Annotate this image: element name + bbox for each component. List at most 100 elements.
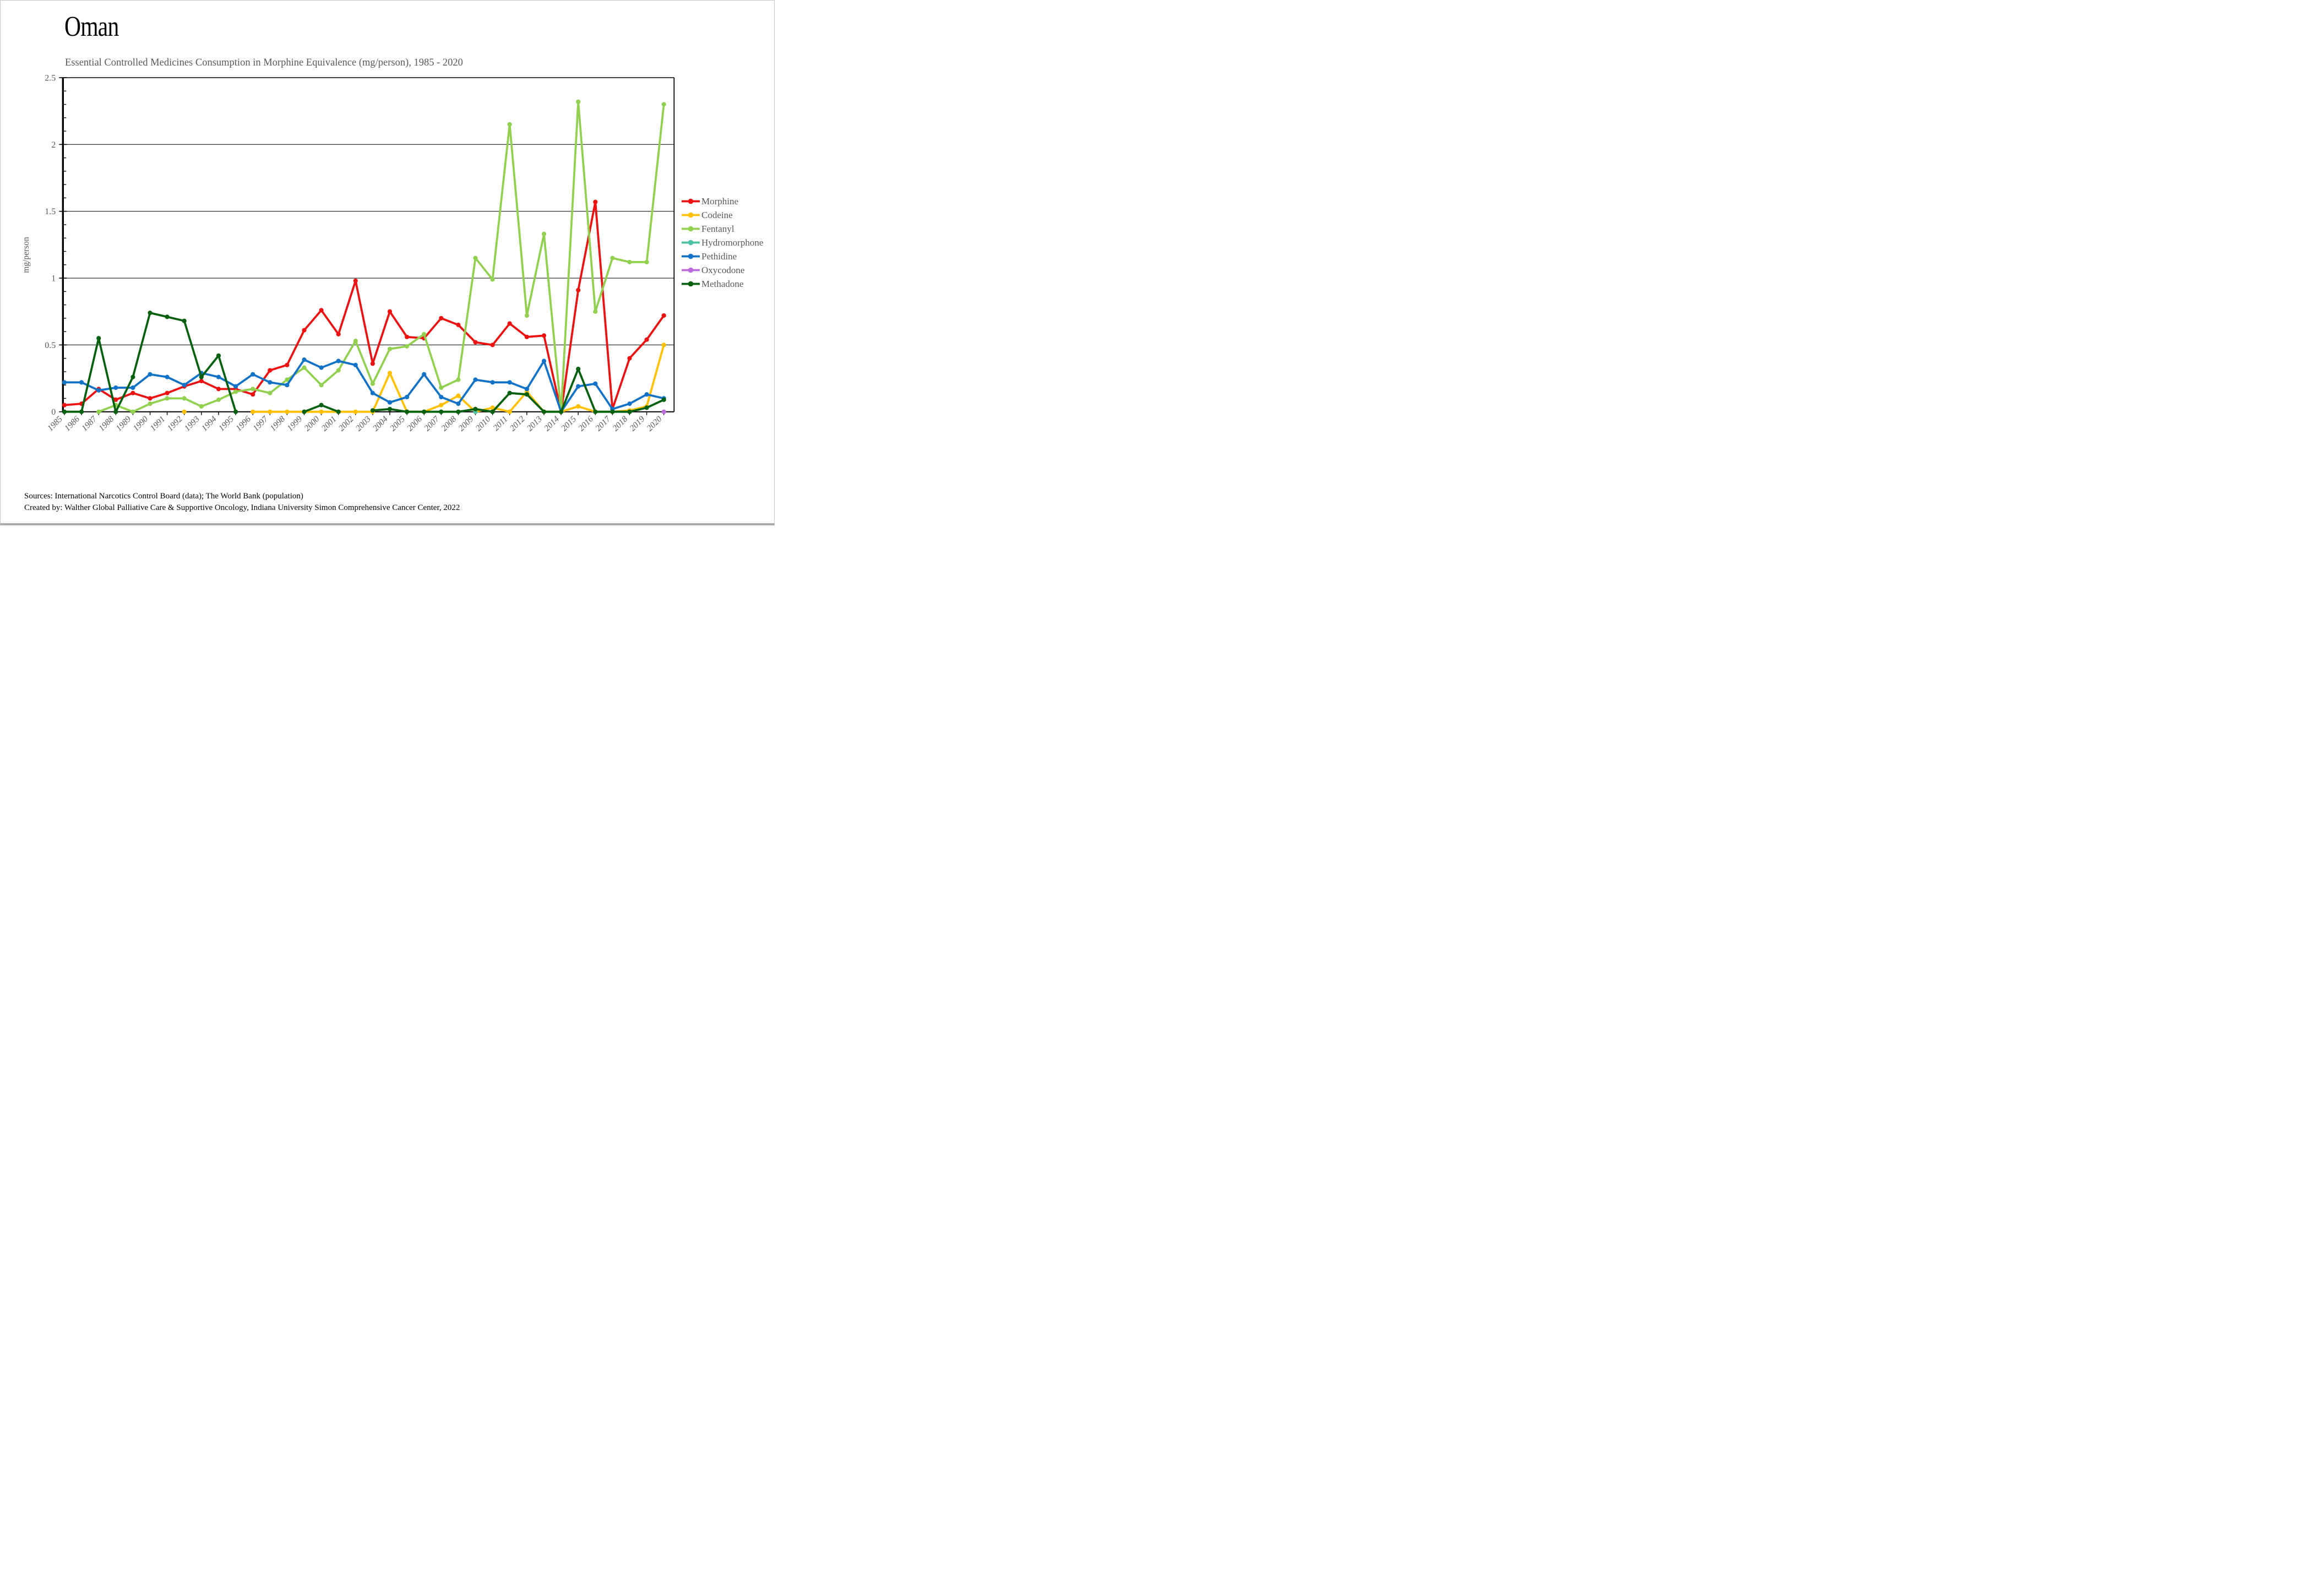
point-morphine-1998 xyxy=(285,362,290,367)
legend-item-morphine: Morphine xyxy=(682,196,738,207)
point-methadone-1994 xyxy=(216,353,221,358)
point-methadone-1992 xyxy=(182,318,187,323)
series-fentanyl xyxy=(96,99,666,414)
point-morphine-2000 xyxy=(319,308,324,313)
point-methadone-2008 xyxy=(456,409,461,414)
legend-item-pethidine: Pethidine xyxy=(682,251,737,262)
point-methadone-1991 xyxy=(165,314,170,319)
legend-label-methadone: Methadone xyxy=(701,279,743,289)
legend-marker-codeine xyxy=(688,212,694,218)
point-codeine-2015 xyxy=(576,404,581,409)
point-fentanyl-2002 xyxy=(353,339,358,344)
point-pethidine-2003 xyxy=(370,390,375,395)
point-codeine-2007 xyxy=(439,403,444,408)
point-morphine-2004 xyxy=(387,309,393,314)
x-axis-label-2015: 2015 xyxy=(559,414,578,433)
legend-label-fentanyl: Fentanyl xyxy=(701,224,734,234)
point-pethidine-2007 xyxy=(439,394,444,400)
point-methadone-2000 xyxy=(319,403,324,408)
x-axis-label-1997: 1997 xyxy=(251,414,270,433)
x-axis-label-1993: 1993 xyxy=(183,414,202,433)
point-morphine-2016 xyxy=(593,199,598,204)
point-codeine-2011 xyxy=(507,409,512,414)
x-axis-label-2008: 2008 xyxy=(439,414,458,433)
point-pethidine-1998 xyxy=(285,383,290,388)
point-methadone-2014 xyxy=(559,409,564,414)
point-methadone-2019 xyxy=(644,405,649,410)
x-axis-label-2001: 2001 xyxy=(320,415,339,433)
series-morphine-line xyxy=(63,200,665,413)
legend-item-methadone: Methadone xyxy=(682,279,743,289)
legend-marker-methadone xyxy=(688,281,694,287)
point-fentanyl-2011 xyxy=(507,122,512,127)
point-fentanyl-2012 xyxy=(524,313,530,318)
chart-window: Oman Essential Controlled Medicines Cons… xyxy=(0,0,775,525)
point-codeine-2004 xyxy=(387,371,393,376)
legend-item-fentanyl: Fentanyl xyxy=(682,224,734,234)
x-axis-label-1987: 1987 xyxy=(80,414,99,433)
point-pethidine-1986 xyxy=(79,380,84,385)
point-pethidine-2015 xyxy=(576,384,581,389)
point-fentanyl-2005 xyxy=(405,344,410,349)
point-pethidine-2019 xyxy=(644,392,649,397)
point-pethidine-2006 xyxy=(422,372,427,377)
chart-subtitle: Essential Controlled Medicines Consumpti… xyxy=(65,57,463,68)
point-morphine-1988 xyxy=(113,397,118,403)
series-oxycodone xyxy=(661,409,666,414)
point-methadone-1987 xyxy=(96,336,101,341)
point-pethidine-2013 xyxy=(541,359,547,363)
point-fentanyl-1993 xyxy=(199,404,204,409)
point-fentanyl-2001 xyxy=(336,368,341,373)
x-axis-label-1988: 1988 xyxy=(97,414,116,433)
x-axis-label-2019: 2019 xyxy=(628,414,646,433)
x-axis-label-2016: 2016 xyxy=(576,414,595,433)
point-morphine-1994 xyxy=(216,387,221,392)
point-fentanyl-2003 xyxy=(370,381,375,386)
point-fentanyl-1990 xyxy=(148,401,153,406)
point-fentanyl-1991 xyxy=(165,396,170,401)
point-pethidine-2005 xyxy=(405,394,410,400)
x-axis-label-1992: 1992 xyxy=(166,414,184,433)
point-fentanyl-1995 xyxy=(233,389,238,394)
point-fentanyl-1996 xyxy=(251,387,255,392)
legend-item-hydromorphone: Hydromorphone xyxy=(682,237,763,248)
point-morphine-1990 xyxy=(148,396,153,401)
x-axis-label-1990: 1990 xyxy=(131,414,150,433)
point-methadone-2006 xyxy=(422,409,427,414)
point-methadone-2015 xyxy=(576,366,581,372)
point-morphine-2009 xyxy=(473,340,478,345)
x-axis-label-1989: 1989 xyxy=(114,414,133,433)
point-codeine-1996 xyxy=(251,409,255,414)
point-methadone-2020 xyxy=(661,397,666,403)
point-morphine-1991 xyxy=(165,390,170,395)
point-fentanyl-2008 xyxy=(456,377,461,382)
point-pethidine-2010 xyxy=(490,380,495,385)
point-fentanyl-2004 xyxy=(387,346,393,351)
point-morphine-2008 xyxy=(456,322,461,328)
y-axis-title: mg/person xyxy=(21,237,31,273)
point-morphine-2020 xyxy=(661,313,666,318)
point-pethidine-1995 xyxy=(233,384,238,389)
point-fentanyl-1989 xyxy=(130,409,135,414)
point-pethidine-1991 xyxy=(165,374,170,379)
legend-marker-pethidine xyxy=(688,253,694,259)
point-fentanyl-2007 xyxy=(439,385,444,390)
legend-marker-oxycodone xyxy=(688,267,694,273)
point-methadone-2012 xyxy=(524,392,530,397)
x-axis-label-2009: 2009 xyxy=(456,414,475,433)
point-methadone-1999 xyxy=(302,409,307,414)
x-axis-label-2010: 2010 xyxy=(474,414,493,433)
x-axis-label-2020: 2020 xyxy=(645,414,664,433)
point-pethidine-2012 xyxy=(524,387,530,392)
page-title: Oman xyxy=(64,11,119,42)
point-fentanyl-2016 xyxy=(593,309,598,314)
point-fentanyl-1987 xyxy=(96,409,101,414)
point-morphine-2012 xyxy=(524,334,530,339)
point-pethidine-1990 xyxy=(148,372,153,377)
x-axis-label-2012: 2012 xyxy=(508,414,527,433)
x-axis-label-2002: 2002 xyxy=(337,414,356,433)
point-morphine-2001 xyxy=(336,332,341,337)
point-fentanyl-2006 xyxy=(422,332,427,337)
point-codeine-1997 xyxy=(268,409,273,414)
point-fentanyl-2015 xyxy=(576,99,581,104)
